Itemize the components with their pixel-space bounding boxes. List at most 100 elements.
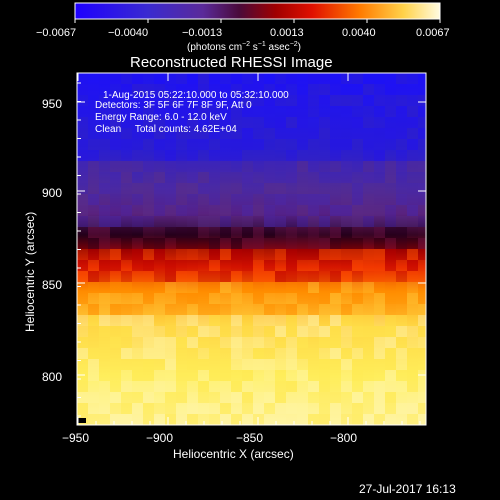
image-pixel [308, 95, 319, 106]
image-pixel [88, 238, 99, 249]
image-pixel [242, 282, 253, 293]
image-pixel [253, 194, 264, 205]
image-pixel [143, 205, 154, 216]
image-pixel [330, 216, 341, 227]
image-pixel [176, 183, 187, 194]
image-pixel [253, 326, 264, 337]
image-pixel [143, 238, 154, 249]
image-pixel [220, 414, 231, 425]
image-pixel [88, 370, 99, 381]
image-pixel [385, 326, 396, 337]
image-pixel [231, 293, 242, 304]
colorbar-units: (photons cm−2 s−1 asec−2) [187, 41, 301, 53]
image-pixel [385, 139, 396, 150]
image-pixel [154, 370, 165, 381]
image-pixel [143, 348, 154, 359]
image-pixel [396, 282, 407, 293]
image-pixel [275, 150, 286, 161]
image-pixel [77, 392, 88, 403]
image-pixel [341, 216, 352, 227]
image-pixel [198, 216, 209, 227]
image-pixel [187, 194, 198, 205]
image-pixel [242, 381, 253, 392]
image-pixel [341, 139, 352, 150]
image-pixel [132, 392, 143, 403]
image-pixel [165, 205, 176, 216]
image-pixel [99, 95, 110, 106]
image-pixel [407, 84, 418, 95]
image-pixel [418, 139, 426, 150]
image-pixel [88, 106, 99, 117]
image-pixel [264, 282, 275, 293]
image-pixel [363, 315, 374, 326]
image-pixel [110, 227, 121, 238]
image-pixel [319, 238, 330, 249]
image-pixel [297, 128, 308, 139]
image-pixel [264, 260, 275, 271]
image-pixel [275, 106, 286, 117]
image-pixel [264, 381, 275, 392]
image-pixel [231, 84, 242, 95]
image-pixel [308, 293, 319, 304]
image-pixel [209, 271, 220, 282]
image-pixel [121, 216, 132, 227]
image-pixel [363, 139, 374, 150]
image-pixel [352, 260, 363, 271]
image-pixel [209, 205, 220, 216]
image-pixel [264, 370, 275, 381]
image-pixel [121, 139, 132, 150]
image-pixel [110, 150, 121, 161]
image-pixel [198, 238, 209, 249]
image-pixel [286, 271, 297, 282]
image-pixel [330, 359, 341, 370]
image-pixel [363, 216, 374, 227]
image-pixel [330, 337, 341, 348]
image-pixel [385, 183, 396, 194]
image-pixel [121, 381, 132, 392]
image-pixel [264, 84, 275, 95]
image-pixel [418, 95, 426, 106]
colorbar-tick-marks [74, 19, 441, 23]
image-pixel [143, 194, 154, 205]
image-pixel [165, 293, 176, 304]
image-pixel [242, 183, 253, 194]
image-pixel [275, 128, 286, 139]
image-pixel [143, 128, 154, 139]
image-pixel [154, 172, 165, 183]
image-pixel [385, 315, 396, 326]
image-pixel [242, 315, 253, 326]
image-pixel [176, 139, 187, 150]
image-pixel [330, 205, 341, 216]
image-pixel [121, 117, 132, 128]
image-pixel [385, 293, 396, 304]
image-pixel [286, 172, 297, 183]
image-pixel [231, 183, 242, 194]
image-pixel [275, 304, 286, 315]
image-pixel [385, 403, 396, 414]
image-pixel [165, 139, 176, 150]
image-pixel [198, 194, 209, 205]
image-pixel [330, 304, 341, 315]
image-pixel [198, 260, 209, 271]
image-pixel [297, 95, 308, 106]
image-pixel [99, 117, 110, 128]
image-pixel [121, 337, 132, 348]
image-pixel [143, 183, 154, 194]
image-pixel [154, 282, 165, 293]
image-pixel [385, 249, 396, 260]
image-pixel [264, 348, 275, 359]
image-pixel [209, 238, 220, 249]
image-pixel [363, 392, 374, 403]
image-pixel [253, 183, 264, 194]
image-pixel [209, 183, 220, 194]
image-pixel [187, 117, 198, 128]
x-tick-label: −850 [236, 431, 263, 445]
image-pixel [330, 392, 341, 403]
image-pixel [297, 293, 308, 304]
image-pixel [77, 216, 88, 227]
image-pixel [99, 403, 110, 414]
image-pixel [198, 381, 209, 392]
image-pixel [99, 381, 110, 392]
image-pixel [286, 95, 297, 106]
image-pixel [231, 282, 242, 293]
